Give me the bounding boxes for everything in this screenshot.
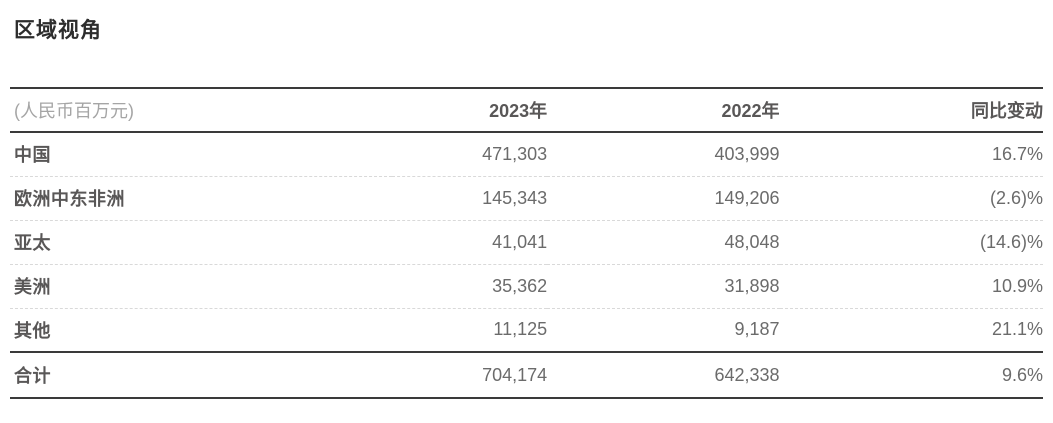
row-label: 其他: [10, 308, 393, 353]
row-label: 亚太: [10, 220, 393, 265]
regional-data-table: (人民币百万元) 2023年 2022年 同比变动 中国 471,303 403…: [10, 87, 1043, 399]
cell-change: 16.7%: [779, 132, 1043, 177]
cell-2022: 31,898: [547, 264, 780, 309]
cell-2023: 145,343: [392, 176, 548, 221]
total-cell-2022: 642,338: [547, 352, 780, 399]
cell-change: 21.1%: [779, 308, 1043, 353]
cell-2022: 9,187: [547, 308, 780, 353]
cell-change: (2.6)%: [779, 176, 1043, 221]
row-label: 中国: [10, 132, 393, 177]
table-row-asia-pacific: 亚太 41,041 48,048 (14.6)%: [10, 220, 1043, 265]
row-label: 美洲: [10, 264, 393, 309]
page-title: 区域视角: [14, 19, 102, 42]
total-cell-change: 9.6%: [779, 352, 1043, 399]
total-row-label: 合计: [10, 352, 393, 399]
cell-change: (14.6)%: [779, 220, 1043, 265]
cell-2022: 403,999: [547, 132, 780, 177]
cell-2022: 149,206: [547, 176, 780, 221]
total-cell-2023: 704,174: [392, 352, 548, 399]
cell-2023: 35,362: [392, 264, 548, 309]
cell-2023: 471,303: [392, 132, 548, 177]
cell-2023: 11,125: [392, 308, 548, 353]
column-header-change: 同比变动: [779, 87, 1043, 133]
table-row-china: 中国 471,303 403,999 16.7%: [10, 132, 1043, 177]
table-row-others: 其他 11,125 9,187 21.1%: [10, 308, 1043, 353]
cell-change: 10.9%: [779, 264, 1043, 309]
table-row-emea: 欧洲中东非洲 145,343 149,206 (2.6)%: [10, 176, 1043, 221]
unit-label: (人民币百万元): [10, 87, 393, 133]
table-header-row: (人民币百万元) 2023年 2022年 同比变动: [10, 87, 1043, 133]
table-row-total: 合计 704,174 642,338 9.6%: [10, 352, 1043, 399]
column-header-2022: 2022年: [547, 87, 780, 133]
row-label: 欧洲中东非洲: [10, 176, 393, 221]
table-row-americas: 美洲 35,362 31,898 10.9%: [10, 264, 1043, 309]
cell-2023: 41,041: [392, 220, 548, 265]
cell-2022: 48,048: [547, 220, 780, 265]
column-header-2023: 2023年: [392, 87, 548, 133]
